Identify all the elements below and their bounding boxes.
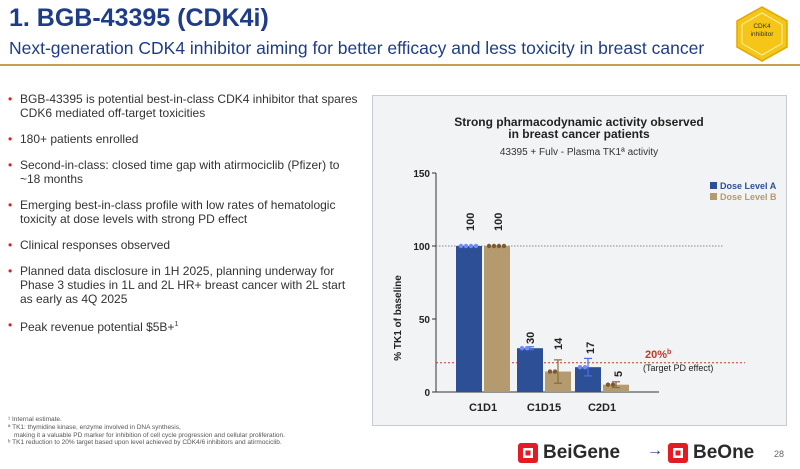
data-point-marker (582, 364, 588, 370)
data-point-marker (605, 382, 611, 387)
legend-label-a: Dose Level A (720, 181, 777, 191)
footnotes: ¹ Internal estimate. ª TK1: thymidine ki… (8, 416, 428, 447)
beone-wordmark: BeOne (693, 442, 755, 463)
y-axis-label: % TK1 of baseline (393, 275, 404, 361)
footnote-1: ¹ Internal estimate. (8, 416, 62, 423)
bullet-text: Clinical responses observed (20, 238, 171, 252)
tk1-chart: Strong pharmacodynamic activity observed… (393, 115, 777, 414)
bullet-item: • Clinical responses observed (8, 238, 358, 252)
title-divider (0, 64, 800, 66)
target-line-value: 20% (645, 349, 667, 361)
y-tick-label: 100 (413, 242, 430, 253)
bar-value-label: 5 (613, 371, 625, 377)
bar-value-label: 30 (525, 332, 537, 344)
bullet-item: • Emerging best-in-class profile with low… (8, 198, 358, 226)
beone-logo-icon (668, 443, 688, 463)
bullet-icon: • (8, 264, 13, 278)
y-tick-label: 50 (419, 315, 431, 326)
x-tick-label: C1D1 (469, 402, 497, 414)
hexagon-badge-icon (736, 6, 788, 62)
page-title: 1. BGB-43395 (CDK4i) (9, 4, 269, 32)
cdk4-inhibitor-badge: CDK4 inhibitor (733, 5, 791, 63)
arrow-right-icon: → (647, 442, 663, 459)
y-tick-label: 150 (413, 169, 430, 180)
bullet-item: • Peak revenue potential $5B+1 (8, 318, 358, 334)
target-pd-effect-note: (Target PD effect) (643, 363, 713, 373)
legend-label-b: Dose Level B (720, 192, 777, 202)
bullet-icon: • (8, 158, 13, 172)
data-point-marker (458, 243, 464, 249)
data-point-marker (486, 243, 492, 249)
bullet-item: • Second-in-class: closed time gap with a… (8, 158, 358, 186)
data-point-marker (473, 243, 479, 249)
data-point-marker (496, 243, 502, 249)
badge-line2: inhibitor (750, 31, 774, 38)
data-point-marker (552, 369, 558, 374)
page-number: 28 (774, 449, 785, 459)
data-point-marker (468, 243, 474, 249)
chart-bar (484, 246, 510, 392)
bullet-icon: • (8, 92, 13, 106)
x-tick-label: C1D15 (527, 402, 561, 414)
data-point-marker (491, 243, 497, 249)
bullet-icon: • (8, 132, 13, 146)
data-point-marker (524, 346, 530, 351)
bullet-text: Planned data disclosure in 1H 2025, plan… (20, 264, 346, 306)
bar-value-label: 100 (493, 213, 505, 231)
legend-swatch-b (710, 193, 717, 200)
bullet-text: 180+ patients enrolled (20, 132, 139, 146)
bullet-text: BGB-43395 is potential best-in-class CDK… (20, 92, 358, 120)
badge-line1: CDK4 (753, 23, 771, 30)
bullet-item: • Planned data disclosure in 1H 2025, pla… (8, 264, 358, 306)
data-point-marker (463, 243, 469, 249)
page-subtitle: Next-generation CDK4 inhibitor aiming fo… (9, 38, 705, 58)
beigene-wordmark: BeiGene (543, 442, 621, 463)
target-line-label: 20%b (645, 349, 671, 361)
bullet-item: • BGB-43395 is potential best-in-class CD… (8, 92, 358, 120)
chart-subtitle: 43395 + Fulv - Plasma TK1ª activity (500, 147, 658, 158)
bar-value-label: 100 (465, 213, 477, 231)
bar-value-label: 17 (585, 342, 597, 354)
data-point-marker (547, 369, 553, 374)
chart-title-line1: Strong pharmacodynamic activity observed (454, 115, 703, 129)
bullet-footnote-ref: 1 (174, 321, 179, 328)
company-logos: BeiGene → BeOne (517, 441, 757, 465)
y-tick-label: 0 (424, 388, 430, 399)
bullet-list: • BGB-43395 is potential best-in-class CD… (8, 92, 358, 346)
bullet-item: • 180+ patients enrolled (8, 132, 358, 146)
bar-value-label: 14 (553, 337, 565, 350)
bullet-text: Second-in-class: closed time gap with at… (20, 158, 340, 186)
data-point-marker (610, 382, 616, 387)
data-point-marker (577, 364, 583, 370)
footnote-2a: ª TK1: thymidine kinase, enzyme involved… (8, 423, 181, 431)
chart-bar (603, 384, 629, 392)
chart-bar (517, 348, 543, 392)
chart-panel: Strong pharmacodynamic activity observed… (372, 95, 787, 426)
footnote-3: ᵇ TK1 reduction to 20% target based upon… (8, 439, 282, 447)
bullet-icon: • (8, 198, 13, 212)
legend-swatch-a (710, 182, 717, 189)
data-point-marker (501, 243, 507, 249)
target-line-sup: b (667, 349, 671, 356)
bullet-icon: • (8, 318, 13, 332)
chart-title-line2: in breast cancer patients (508, 127, 650, 141)
bullet-icon: • (8, 238, 13, 252)
footnote-2b: making it a valuable PD marker for inhib… (14, 431, 285, 439)
data-point-marker (519, 346, 525, 351)
beigene-logo-icon (518, 443, 538, 463)
bullet-text: Emerging best-in-class profile with low … (20, 198, 336, 226)
x-tick-label: C2D1 (588, 402, 616, 414)
chart-bar (456, 246, 482, 392)
bullet-text: Peak revenue potential $5B+ (20, 320, 175, 334)
